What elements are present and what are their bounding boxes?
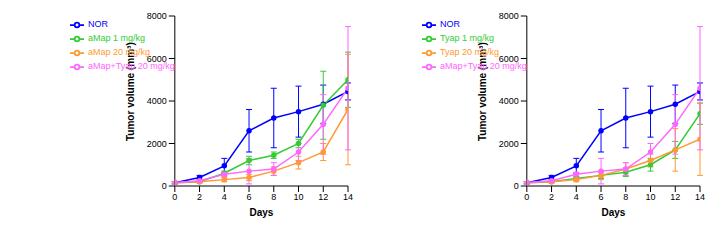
svg-text:12: 12 (318, 192, 328, 202)
svg-text:Tumor volume (mm³): Tumor volume (mm³) (125, 42, 136, 141)
svg-text:10: 10 (294, 192, 304, 202)
svg-text:2: 2 (197, 192, 202, 202)
svg-text:Days: Days (249, 207, 273, 218)
svg-text:Tumor volume (mm³): Tumor volume (mm³) (477, 42, 488, 141)
svg-text:6: 6 (247, 192, 252, 202)
svg-text:0: 0 (162, 181, 167, 191)
html-text:Tyap 20 mg/kg: Tyap 20 mg/kg (440, 47, 499, 58)
html-text:NOR: NOR (88, 19, 108, 30)
svg-text:6: 6 (599, 192, 604, 202)
svg-text:12: 12 (670, 192, 680, 202)
html-text:Tyap 1 mg/kg: Tyap 1 mg/kg (440, 33, 494, 44)
svg-text:8000: 8000 (499, 11, 519, 21)
html-text:aMap 20 mg/kg: aMap 20 mg/kg (88, 47, 150, 58)
svg-text:14: 14 (343, 192, 353, 202)
svg-text:2000: 2000 (147, 139, 167, 149)
svg-text:0: 0 (172, 192, 177, 202)
svg-text:8000: 8000 (147, 11, 167, 21)
svg-text:6000: 6000 (147, 54, 167, 64)
svg-text:10: 10 (646, 192, 656, 202)
svg-text:2000: 2000 (499, 139, 519, 149)
html-text:aMap+Tyap 20 mg/kg: aMap+Tyap 20 mg/kg (440, 61, 527, 72)
html-text:aMap+Tyap 20 mg/kg: aMap+Tyap 20 mg/kg (88, 61, 175, 72)
svg-text:0: 0 (514, 181, 519, 191)
svg-text:0: 0 (524, 192, 529, 202)
svg-text:6000: 6000 (499, 54, 519, 64)
svg-text:8: 8 (623, 192, 628, 202)
svg-text:Days: Days (601, 207, 625, 218)
svg-text:8: 8 (271, 192, 276, 202)
svg-text:4: 4 (574, 192, 579, 202)
html-text:NOR: NOR (440, 19, 460, 30)
svg-text:4: 4 (222, 192, 227, 202)
svg-text:14: 14 (695, 192, 705, 202)
svg-text:2: 2 (549, 192, 554, 202)
html-text:aMap 1 mg/kg: aMap 1 mg/kg (88, 33, 145, 44)
svg-text:4000: 4000 (147, 96, 167, 106)
svg-text:4000: 4000 (499, 96, 519, 106)
